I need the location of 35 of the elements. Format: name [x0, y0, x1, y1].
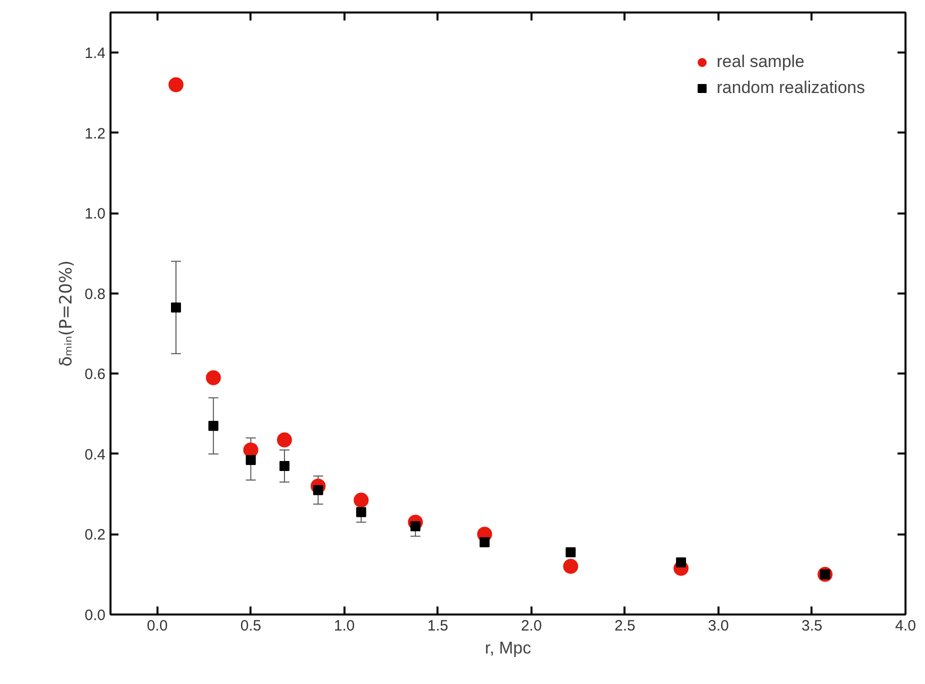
- point: [243, 442, 258, 458]
- x-tick-label: 0.0: [146, 618, 168, 634]
- y-tick-label: 1.2: [84, 125, 106, 142]
- y-tick-label: 0.4: [84, 446, 106, 464]
- legend-label: real sample: [716, 52, 805, 72]
- y-tick-label: 0.2: [84, 526, 106, 544]
- point: [206, 370, 221, 386]
- x-tick-label: 4.0: [895, 618, 916, 634]
- x-tick-label: 2.0: [520, 618, 542, 634]
- x-tick-label: 3.0: [708, 618, 729, 634]
- y-tick-label: 0.8: [84, 286, 106, 303]
- y-tick-label: 1.0: [84, 206, 106, 223]
- x-tick-label: 3.5: [802, 618, 822, 634]
- x-tick-label: 1.5: [427, 618, 448, 634]
- x-tick-label: 0.5: [240, 618, 262, 634]
- x-tick-label: 2.5: [614, 618, 636, 634]
- point: [356, 507, 366, 518]
- legend-label: random realizations: [716, 78, 865, 98]
- point: [480, 537, 490, 548]
- y-tick-label: 0.0: [84, 607, 106, 624]
- point: [566, 547, 576, 558]
- y-tick-label: 0.6: [84, 366, 106, 384]
- point: [170, 302, 181, 312]
- x-tick-label: 1.0: [334, 618, 355, 634]
- point: [276, 432, 292, 448]
- point: [676, 557, 686, 568]
- point: [246, 454, 256, 465]
- point: [354, 492, 369, 508]
- point: [279, 461, 290, 472]
- y-tick-label: 1.4: [84, 45, 106, 62]
- y-axis-title: δₘᵢₙ(P=20%): [56, 260, 77, 367]
- point: [208, 420, 218, 431]
- point: [168, 77, 184, 92]
- x-axis-title: r, Mpc: [484, 638, 532, 658]
- point: [563, 558, 578, 574]
